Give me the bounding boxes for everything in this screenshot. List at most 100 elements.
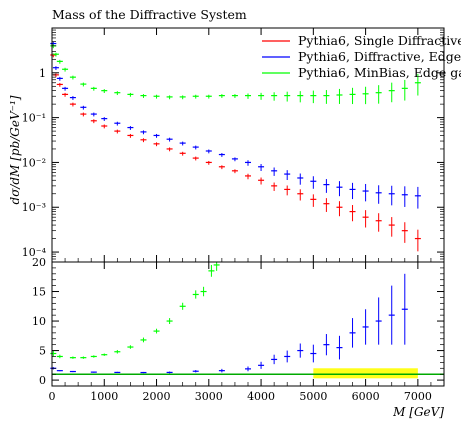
ratio-series-1-point-6	[114, 349, 121, 354]
bottom-panel-marks	[50, 262, 444, 379]
top-series-1-point-12	[166, 137, 173, 142]
top-series-0-point-12	[166, 147, 173, 152]
top-series-1-point-30	[401, 186, 408, 207]
ratio-series-0-point-9	[245, 366, 251, 372]
ratio-series-0-point-11	[271, 354, 278, 365]
top-series-0-point-4	[69, 102, 76, 107]
top-series-2-point-9	[127, 92, 134, 97]
top-series-0-point-31	[414, 229, 421, 252]
ratio-series-0-point-1	[56, 370, 63, 372]
top-y-tick-label-1: 10⁻³	[22, 201, 46, 214]
ratio-series-1-point-15	[213, 262, 220, 271]
top-series-0-point-15	[205, 160, 212, 165]
top-series-1-point-28	[375, 185, 382, 204]
x-axis-title: M [GeV]	[392, 405, 444, 419]
x-tick-label-0: 0	[49, 390, 56, 403]
ratio-series-0-point-10	[258, 361, 265, 369]
top-panel-ticks: 10⁻⁴ 10⁻³ 10⁻² 10⁻¹ 1	[22, 28, 445, 263]
bottom-y-tick-label-2: 10	[32, 315, 46, 328]
top-y-tick-label-2: 10⁻²	[22, 156, 46, 169]
top-series-2-point-4	[69, 75, 76, 80]
ratio-series-0-point-8	[218, 368, 225, 373]
ratio-series-1-point-14	[208, 264, 215, 277]
ratio-series-0-point-5	[140, 371, 147, 374]
top-series-2-point-0	[50, 44, 57, 49]
top-series-2-point-2	[56, 59, 63, 64]
ratio-series-1-point-2	[69, 356, 76, 359]
top-series-0-point-13	[179, 151, 186, 156]
top-series-0-point-22	[297, 189, 304, 201]
top-series-2-point-1	[52, 52, 59, 57]
top-series-2-point-14	[192, 94, 199, 99]
ratio-series-0-point-20	[388, 285, 395, 345]
top-series-2-point-18	[245, 93, 251, 99]
top-series-1-point-16	[218, 153, 225, 157]
top-series-2-point-28	[375, 85, 382, 104]
top-series-1-point-7	[101, 117, 108, 121]
ratio-series-0-point-16	[336, 335, 343, 360]
top-series-0-point-24	[323, 198, 330, 212]
top-series-0-point-19	[258, 177, 265, 185]
top-series-0-point-21	[284, 185, 291, 196]
top-series-2-point-8	[114, 91, 121, 96]
top-series-1-point-1	[52, 66, 59, 71]
top-series-1-point-20	[271, 167, 278, 176]
ratio-series-1-point-10	[166, 318, 173, 324]
top-series-2-point-3	[62, 67, 69, 72]
ratio-series-1-point-7	[127, 345, 134, 349]
top-series-2-point-7	[101, 89, 108, 93]
top-series-0-point-9	[127, 133, 134, 138]
x-tick-label-1: 1000	[90, 390, 118, 403]
ratio-series-1-point-3	[80, 356, 87, 359]
top-series-0-point-20	[271, 182, 278, 191]
top-series-2-point-22	[297, 91, 304, 103]
top-series-0-point-16	[218, 165, 225, 170]
top-series-1-point-8	[114, 121, 121, 126]
top-series-0-point-25	[336, 201, 343, 217]
top-series-1-point-21	[284, 170, 291, 181]
top-series-2-point-19	[258, 92, 265, 100]
x-tick-label-3: 3000	[195, 390, 223, 403]
top-series-0-point-8	[114, 129, 121, 134]
x-tick-label-7: 7000	[404, 390, 432, 403]
top-series-0-point-26	[349, 205, 356, 222]
top-series-1-point-15	[205, 149, 212, 154]
top-series-0-point-3	[62, 92, 69, 97]
top-series-1-point-27	[362, 183, 369, 202]
x-tick-label-6: 6000	[352, 390, 380, 403]
top-series-2-point-12	[166, 95, 173, 100]
bottom-y-tick-label-0: 0	[39, 374, 46, 387]
legend-entry-2: Pythia6, MinBias, Edge gap	[262, 65, 461, 80]
top-series-0-point-30	[401, 222, 408, 243]
ratio-series-0-point-17	[349, 318, 356, 348]
top-series-2-point-24	[323, 90, 330, 104]
top-series-2-point-30	[401, 79, 408, 101]
top-series-0-point-17	[231, 169, 238, 174]
top-panel-marks	[50, 42, 421, 252]
ratio-series-1-point-0	[50, 350, 57, 357]
top-series-0-point-10	[140, 138, 147, 143]
top-series-1-point-3	[62, 86, 69, 91]
ratio-series-1-point-4	[90, 355, 97, 358]
legend-entry-0: Pythia6, Single Diffractive	[262, 33, 461, 48]
bottom-y-tick-label-3: 15	[32, 286, 46, 299]
ratio-series-0-point-7	[192, 370, 199, 373]
top-series-1-point-31	[414, 186, 421, 209]
top-series-0-point-7	[101, 124, 108, 129]
ratio-series-0-point-14	[310, 344, 317, 363]
ratio-series-1-point-11	[179, 302, 186, 310]
top-series-1-point-29	[388, 185, 395, 206]
top-y-tick-label-0: 10⁻⁴	[22, 246, 47, 259]
legend-label-1: Pythia6, Diffractive, Edge	[298, 49, 461, 64]
top-series-1-point-2	[56, 76, 63, 81]
top-series-0-point-14	[192, 156, 199, 161]
top-series-1-point-5	[80, 105, 87, 110]
ratio-series-0-point-15	[323, 334, 330, 356]
top-series-1-point-22	[297, 173, 304, 185]
ratio-series-1-point-12	[192, 290, 199, 299]
legend-entry-1: Pythia6, Diffractive, Edge	[262, 49, 461, 64]
chart-title: Mass of the Diffractive System	[52, 7, 247, 22]
x-tick-label-2: 2000	[143, 390, 171, 403]
top-series-1-point-6	[90, 112, 97, 117]
top-series-2-point-27	[362, 86, 369, 105]
